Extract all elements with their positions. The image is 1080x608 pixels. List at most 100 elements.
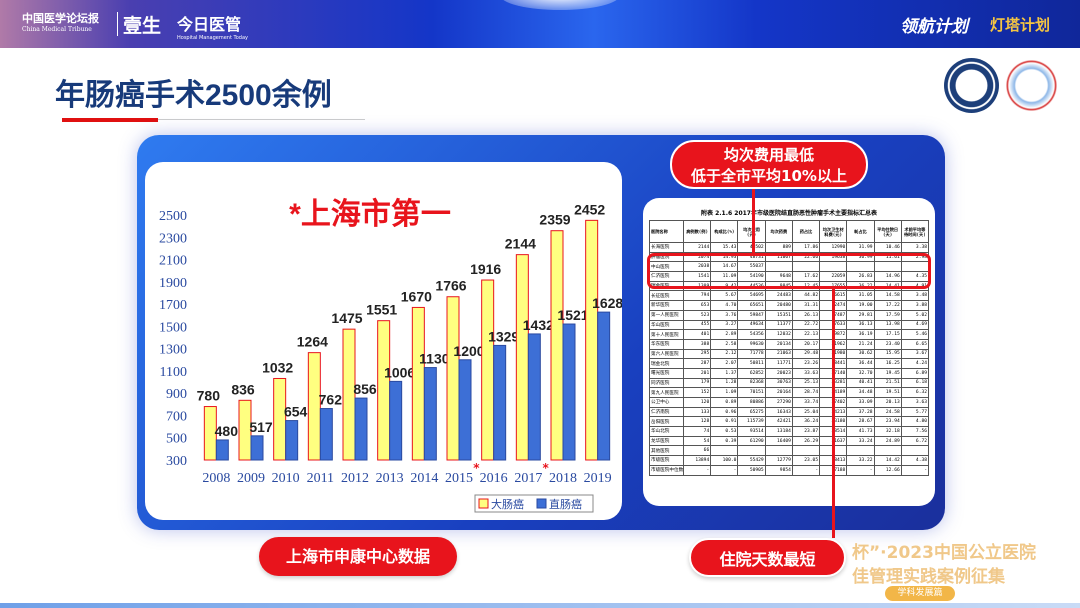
table-card: 附表 2.1.6 2017年市级医院结直肠恶性肿瘤手术主要指标汇总表 医院名称病… (643, 198, 935, 506)
x-tick-label: 2010 (272, 471, 300, 486)
bar-colorectal (550, 230, 564, 461)
table-header: 术前平均等待时间(天) (900, 220, 930, 243)
table-cell: 2.89 (710, 329, 739, 340)
star-marker: * (473, 461, 480, 475)
table-cell: 1.28 (710, 377, 739, 389)
table-row: 第一人民医院 523 3.76 59847 15351 26.13 17487 29.81 17… (649, 309, 930, 321)
x-tick-label: 2017 (514, 471, 542, 486)
legend-swatch (536, 498, 547, 509)
data-label: 780 (197, 388, 221, 404)
table-cell: 仁济南院 (649, 406, 684, 418)
legend-label: 直肠癌 (549, 497, 582, 511)
y-tick-label: 2300 (159, 231, 187, 246)
table-row: 长海医院 2144 15.43 40502 889 17.86 12990 31.99 10.4… (649, 242, 930, 253)
x-tick-label: 2015 (445, 471, 473, 486)
table-cell: 4.80 (900, 416, 930, 428)
table-cell: 19.00 (846, 300, 875, 311)
page-title: 年肠癌手术2500余例 (55, 79, 332, 112)
bar-colorectal (307, 352, 321, 461)
bar-colorectal (273, 377, 287, 461)
table-cell: 17.22 (873, 300, 902, 311)
table-cell: 30.62 (846, 348, 875, 360)
table-cell: 长征医院 (649, 290, 684, 302)
table-cell: 2144 (682, 242, 712, 253)
table-cell: 5.67 (710, 290, 739, 302)
table-cell: 33.74 (791, 397, 821, 408)
table-cell: 25.13 (791, 377, 821, 389)
table-cell: 长海医院 (649, 242, 684, 253)
table-cell: 115739 (737, 416, 766, 428)
y-tick-label: 1900 (159, 276, 187, 291)
table-cell: 6.65 (900, 338, 930, 350)
table-row: 长征医院 794 5.67 54695 24483 44.82 16615 31.05 14.5… (649, 290, 930, 302)
table-cell: 33.22 (846, 455, 875, 466)
table-cell (764, 445, 793, 457)
highlight-box (647, 253, 931, 289)
table-cell: 25.04 (791, 406, 821, 418)
table-cell: 66 (682, 445, 712, 457)
table-cell: 26.29 (791, 435, 821, 447)
bar-rectal (319, 408, 333, 461)
table-cell: 14.58 (873, 290, 902, 302)
table-cell: 33.24 (846, 435, 875, 447)
table-row: 龙华医院 54 0.39 61290 16409 26.29 21637 33.24 24.89… (649, 435, 930, 447)
table-header: 耗占比 (846, 220, 875, 243)
table-cell: 10.46 (873, 242, 902, 253)
x-tick-label: 2011 (307, 471, 334, 486)
table-cell: 71778 (737, 348, 766, 360)
table-header: 均次药费 (764, 220, 793, 243)
table-cell: - (846, 464, 875, 476)
data-label: 1264 (297, 334, 328, 350)
table-cell: 59847 (737, 309, 766, 321)
table-cell: 0.39 (710, 435, 739, 447)
table-cell: 3.88 (900, 300, 930, 311)
table-cell: 17.59 (873, 309, 902, 321)
table-cell: 3.67 (900, 348, 930, 360)
data-label: 2144 (505, 236, 536, 252)
star-marker: * (543, 461, 550, 475)
bar-rectal (423, 367, 437, 461)
table-cell: 32.70 (846, 367, 875, 379)
bar-rectal (562, 323, 576, 461)
table-row: 岳阳医院 128 0.91 115739 42421 36.24 33180 28.67 23.… (649, 416, 930, 428)
bar-rectal (389, 380, 403, 461)
y-tick-label: 2100 (159, 254, 187, 269)
table-cell: 6.18 (900, 377, 930, 389)
table-row: 第六人民医院 295 2.12 71778 21063 29.48 21980 30.62 15… (649, 348, 930, 360)
chart-card: *上海市第一 2500 2300 2100 1900 1700 1500 1300 1100 90… (145, 162, 623, 520)
yisheng-logo: 壹生 (123, 15, 162, 37)
table-cell: 3.38 (900, 242, 930, 253)
table-row: 市级医院 13894 100.0 55429 12779 23.05 18413 33.22 1… (649, 455, 930, 466)
table-cell: 3.27 (710, 319, 739, 331)
table-header: 病例数(例) (682, 220, 712, 243)
table-cell: 26.13 (791, 309, 821, 321)
table-cell: 华山医院 (649, 319, 684, 331)
table-cell (791, 445, 821, 457)
data-label: 1432 (523, 317, 554, 333)
table-header: 构成比(%) (710, 220, 739, 243)
x-tick-label: 2018 (549, 471, 577, 486)
table-cell: 37.28 (846, 406, 875, 418)
y-tick-label: 700 (166, 409, 187, 424)
table-cell: 20.17 (791, 338, 821, 350)
table-cell: 54356 (737, 329, 766, 340)
table-cell: 54695 (737, 290, 766, 302)
table-cell: 120 (682, 397, 712, 408)
data-label: 1200 (453, 343, 484, 359)
table-cell: 0.96 (710, 406, 739, 418)
table-cell: 16.25 (873, 358, 902, 369)
data-label: 1130 (419, 351, 450, 367)
table-cell: 13.98 (873, 319, 902, 331)
table-cell: 12779 (764, 455, 793, 466)
table-cell: 70151 (737, 387, 766, 398)
table-cell: 24.58 (873, 406, 902, 418)
x-tick-label: 2019 (584, 471, 612, 486)
hmt-logo: 今日医管 Hospital Management Today (177, 15, 248, 41)
table-cell: 889 (764, 242, 793, 253)
bar-rectal (250, 435, 264, 461)
table-cell: 20.13 (873, 397, 902, 408)
table-cell: 23.40 (873, 338, 902, 350)
table-cell: 19.45 (873, 367, 902, 379)
data-label: 517 (249, 419, 273, 435)
data-label: 856 (353, 381, 377, 397)
